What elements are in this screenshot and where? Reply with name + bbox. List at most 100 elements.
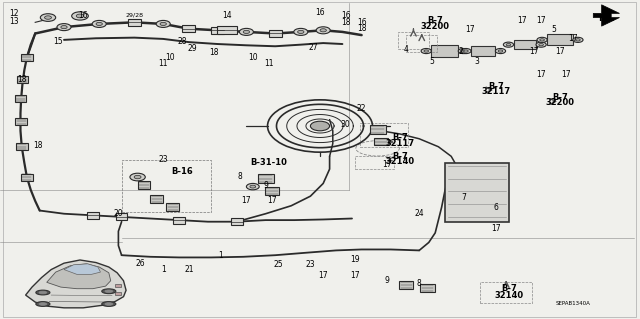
Circle shape	[294, 28, 308, 35]
Circle shape	[96, 22, 102, 26]
Text: 32200: 32200	[545, 98, 575, 107]
Text: 16: 16	[315, 8, 325, 17]
Polygon shape	[26, 260, 126, 308]
Circle shape	[424, 50, 429, 52]
Text: 32117: 32117	[385, 139, 415, 148]
Text: 17: 17	[491, 224, 501, 233]
Bar	[211, 27, 224, 34]
Circle shape	[250, 185, 256, 188]
Text: FR.: FR.	[598, 14, 615, 23]
Text: 32140: 32140	[494, 291, 524, 300]
Text: 17: 17	[465, 25, 476, 34]
Circle shape	[461, 48, 471, 54]
Circle shape	[506, 43, 511, 46]
Text: 2: 2	[458, 47, 463, 56]
Bar	[360, 123, 408, 147]
Ellipse shape	[102, 302, 116, 306]
Circle shape	[461, 50, 466, 52]
Circle shape	[316, 27, 330, 34]
Bar	[514, 40, 536, 49]
Circle shape	[575, 39, 580, 41]
Bar	[15, 95, 26, 102]
Text: 32140: 32140	[385, 157, 415, 166]
Bar	[370, 125, 385, 134]
Text: 11: 11	[159, 59, 168, 68]
Text: 22: 22	[357, 104, 366, 113]
Circle shape	[573, 37, 583, 42]
Circle shape	[246, 183, 259, 190]
Ellipse shape	[105, 290, 113, 293]
Bar	[445, 163, 509, 222]
Text: 29: 29	[187, 44, 197, 53]
Text: 29/28: 29/28	[125, 13, 143, 18]
Text: 13: 13	[9, 17, 19, 26]
Bar	[265, 188, 279, 195]
Circle shape	[134, 175, 141, 179]
Ellipse shape	[105, 303, 113, 305]
Text: B-16: B-16	[172, 167, 193, 176]
Text: 17: 17	[318, 271, 328, 280]
Text: 28: 28	[178, 37, 187, 46]
Bar	[374, 138, 388, 145]
Circle shape	[298, 30, 304, 33]
Text: 17: 17	[536, 16, 546, 25]
Text: 18: 18	[341, 18, 350, 27]
Text: 17: 17	[516, 16, 527, 25]
Bar	[257, 174, 274, 183]
Bar	[406, 35, 437, 52]
Text: 19: 19	[350, 256, 360, 264]
Bar	[17, 76, 28, 83]
Bar	[128, 19, 141, 26]
Text: B-7: B-7	[428, 16, 443, 25]
Text: B-7: B-7	[488, 82, 504, 91]
Circle shape	[57, 24, 71, 31]
Text: B-7: B-7	[552, 93, 568, 102]
Circle shape	[498, 50, 503, 52]
Ellipse shape	[36, 290, 50, 295]
Bar	[399, 281, 413, 288]
Circle shape	[160, 22, 166, 26]
Text: 17: 17	[529, 47, 540, 56]
Text: 8: 8	[237, 172, 243, 181]
Ellipse shape	[36, 302, 50, 306]
Text: 17: 17	[555, 47, 565, 56]
Bar	[480, 282, 532, 303]
Circle shape	[536, 42, 546, 47]
Circle shape	[61, 26, 67, 29]
Text: 23: 23	[158, 155, 168, 164]
Text: 32200: 32200	[420, 22, 450, 31]
Bar	[173, 217, 185, 224]
Text: B-31-10: B-31-10	[250, 158, 287, 167]
Circle shape	[458, 48, 468, 54]
Bar	[138, 181, 150, 189]
Text: 16: 16	[356, 18, 367, 27]
Text: 17: 17	[267, 197, 277, 205]
Circle shape	[243, 30, 250, 33]
Circle shape	[539, 43, 543, 46]
Bar	[431, 45, 458, 57]
Circle shape	[130, 173, 145, 181]
Circle shape	[540, 39, 545, 41]
Text: 26: 26	[136, 259, 146, 268]
Bar	[547, 34, 573, 45]
Text: 21: 21	[184, 265, 193, 274]
Bar	[150, 195, 163, 204]
Text: 18: 18	[357, 24, 366, 33]
Text: 18: 18	[210, 48, 219, 57]
Text: 16: 16	[340, 11, 351, 20]
Text: 12: 12	[10, 9, 19, 18]
Circle shape	[310, 121, 330, 131]
Text: 17: 17	[536, 70, 546, 78]
Bar	[166, 204, 179, 211]
Circle shape	[92, 20, 106, 27]
Circle shape	[72, 12, 88, 20]
Text: 24: 24	[414, 209, 424, 218]
Circle shape	[45, 16, 51, 19]
Circle shape	[504, 42, 514, 47]
Text: B-7: B-7	[501, 284, 516, 293]
Text: 17: 17	[241, 197, 252, 205]
Bar	[269, 30, 282, 37]
Circle shape	[320, 29, 326, 32]
Text: 4: 4	[404, 45, 409, 54]
Text: 25: 25	[273, 260, 284, 269]
